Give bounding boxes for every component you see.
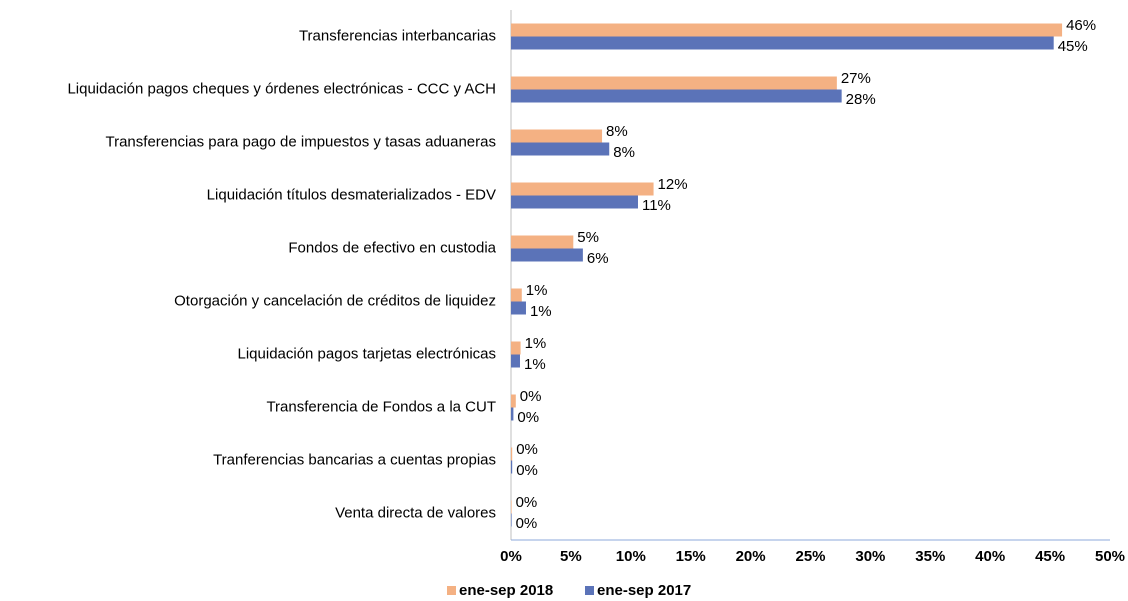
y-tick-label: Tranferencias bancarias a cuentas propia… [213, 451, 496, 468]
x-tick-label: 20% [736, 548, 766, 565]
y-tick-label: Transferencia de Fondos a la CUT [266, 398, 496, 415]
bar [511, 195, 638, 209]
bar [511, 142, 610, 156]
bar [511, 23, 1063, 37]
value-label: 0% [516, 515, 538, 532]
x-tick-label: 5% [560, 548, 582, 565]
value-label: 1% [524, 356, 546, 373]
legend-label: ene-sep 2017 [597, 582, 691, 599]
bar [511, 301, 526, 315]
legend-label: ene-sep 2018 [459, 582, 553, 599]
bar [511, 182, 654, 196]
y-tick-label: Transferencias para pago de impuestos y … [105, 133, 496, 150]
value-label: 1% [526, 282, 548, 299]
bar [511, 460, 513, 474]
bar [511, 500, 512, 514]
value-label: 5% [577, 229, 599, 246]
bar [511, 235, 574, 249]
x-tick-label: 25% [795, 548, 825, 565]
value-label: 11% [642, 197, 671, 214]
value-label: 1% [525, 335, 547, 352]
bar [511, 248, 583, 262]
bar [511, 354, 520, 368]
y-tick-label: Fondos de efectivo en custodia [288, 239, 496, 256]
y-tick-label: Liquidación títulos desmaterializados - … [207, 186, 496, 203]
bar [511, 407, 514, 421]
bar [511, 341, 521, 355]
legend-swatch [585, 586, 594, 595]
x-tick-label: 45% [1035, 548, 1065, 565]
x-tick-label: 40% [975, 548, 1005, 565]
y-tick-label: Venta directa de valores [335, 504, 496, 521]
bar [511, 288, 522, 302]
y-tick-label: Otorgación y cancelación de créditos de … [174, 292, 496, 309]
value-label: 0% [516, 494, 538, 511]
legend-swatch [447, 586, 456, 595]
value-label: 8% [613, 144, 635, 161]
bar [511, 76, 837, 90]
x-tick-label: 15% [676, 548, 706, 565]
y-tick-label: Liquidación pagos tarjetas electrónicas [238, 345, 497, 362]
bar [511, 36, 1054, 50]
x-tick-label: 0% [500, 548, 522, 565]
y-tick-label: Liquidación pagos cheques y órdenes elec… [67, 80, 496, 97]
x-tick-label: 30% [855, 548, 885, 565]
value-label: 0% [517, 409, 539, 426]
value-label: 45% [1058, 38, 1088, 55]
x-tick-label: 35% [915, 548, 945, 565]
value-label: 6% [587, 250, 609, 267]
value-label: 27% [841, 70, 871, 87]
bar [511, 513, 512, 527]
x-tick-label: 10% [616, 548, 646, 565]
value-label: 28% [846, 91, 876, 108]
value-label: 1% [530, 303, 552, 320]
x-tick-label: 50% [1095, 548, 1125, 565]
value-label: 0% [516, 441, 538, 458]
bar [511, 129, 603, 143]
bar [511, 394, 516, 408]
value-label: 0% [520, 388, 542, 405]
value-label: 8% [606, 123, 628, 140]
bar [511, 89, 842, 103]
value-label: 0% [516, 462, 538, 479]
value-label: 12% [658, 176, 688, 193]
bar [511, 447, 513, 461]
y-tick-label: Transferencias interbancarias [299, 27, 496, 44]
value-label: 46% [1066, 17, 1096, 34]
